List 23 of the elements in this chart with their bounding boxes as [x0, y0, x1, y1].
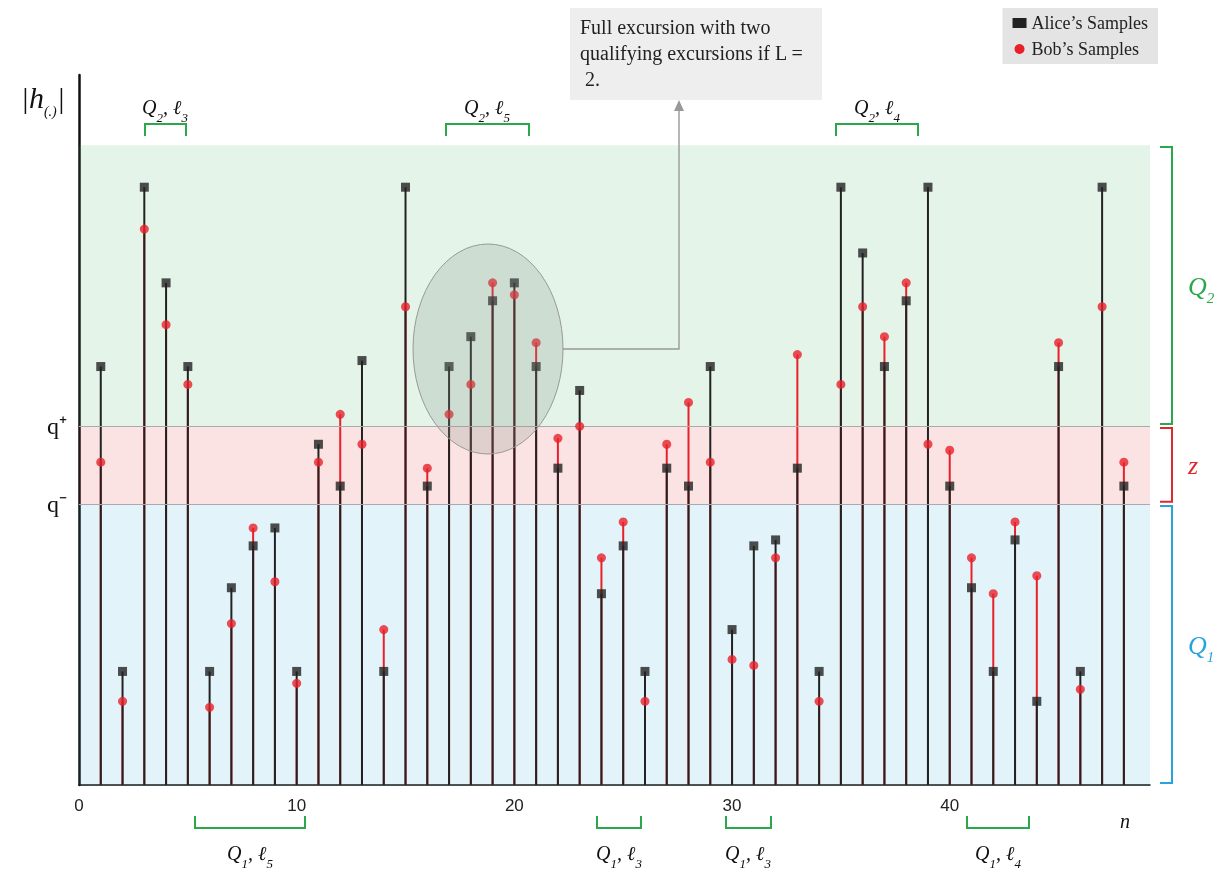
text: Q$_{2}$ [1188, 271, 1215, 306]
ref-line-label: q⁺ [47, 413, 67, 440]
text: Q$_{1}$, ℓ$_{5}$ [227, 842, 274, 871]
text: , ℓ$_{3}$ [163, 96, 188, 125]
band-label: z [1187, 451, 1199, 481]
ref-line-label: q⁻ [47, 491, 67, 518]
x-tick-label: 40 [940, 796, 960, 815]
text: Q$_{1}$, ℓ$_{4}$ [975, 842, 1022, 871]
x-tick-label: 0 [74, 796, 84, 815]
text: Full excursion with two qualifying excursions if L = 2. [580, 16, 803, 90]
y-axis-title: |h$_{(.)}$| [20, 81, 65, 120]
x-axis-title: n [1120, 810, 1130, 832]
band-label: Q$_{1}$ [1188, 630, 1215, 665]
text: Q$_{1}$, ℓ$_{3}$ [725, 842, 772, 871]
text: Q$_{1}$, ℓ$_{3}$ [596, 842, 643, 871]
x-tick-label: 10 [287, 796, 307, 815]
legend-label: Alice’s Samples [1031, 13, 1148, 33]
text: Q$_{2}$, ℓ$_{5}$ [464, 96, 511, 125]
x-tick-label: 30 [722, 796, 742, 815]
x-tick-label: 20 [504, 796, 524, 815]
text: Q$_{2}$, ℓ$_{4}$ [854, 96, 901, 125]
band-label: Q$_{2}$ [142, 96, 164, 125]
legend-label: Bob’s Samples [1031, 39, 1140, 59]
